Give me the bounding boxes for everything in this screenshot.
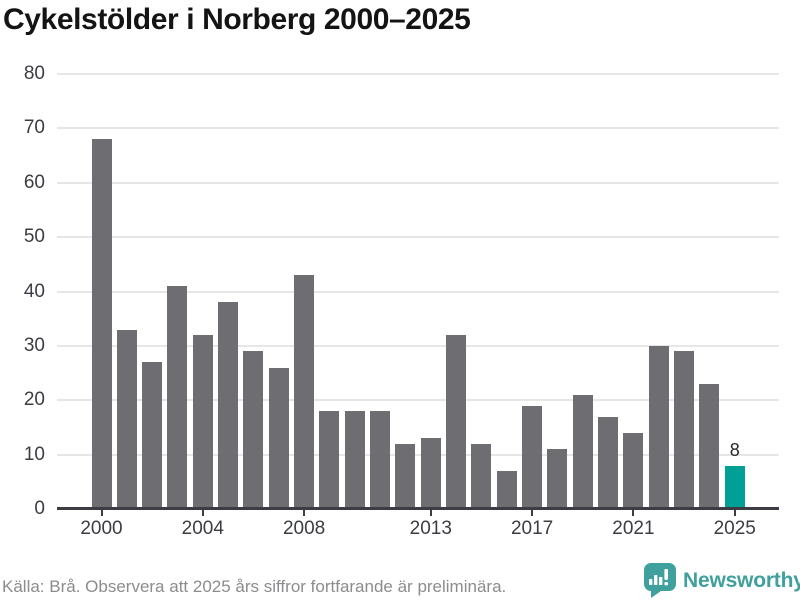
x-axis-line	[57, 507, 779, 510]
x-tick-2021	[632, 510, 635, 516]
x-tick-2013	[429, 510, 432, 516]
bar-2011	[370, 411, 391, 509]
bar-2002	[142, 362, 163, 509]
gridline-70	[57, 127, 779, 130]
source-note: Källa: Brå. Observera att 2025 års siffr…	[2, 577, 507, 596]
gridline-50	[57, 236, 779, 239]
bar-2023	[674, 351, 695, 509]
bar-2025	[724, 465, 745, 509]
y-tick-label-20: 20	[23, 389, 45, 411]
gridline-40	[57, 290, 779, 293]
x-tick-label-2004: 2004	[181, 518, 224, 539]
bar-2021	[623, 432, 644, 509]
bar-value-label-2025: 8	[729, 439, 740, 460]
x-tick-label-2008: 2008	[282, 518, 326, 539]
gridline-20	[57, 399, 779, 402]
bar-2018	[547, 449, 568, 509]
newsworthy-logo-icon	[644, 563, 676, 598]
newsworthy-logo: Newsworthy	[643, 563, 800, 598]
bar-2001	[116, 329, 137, 509]
bar-2005	[218, 302, 239, 509]
bar-2000	[91, 139, 112, 509]
x-tick-label-2021: 2021	[612, 518, 655, 539]
bar-2016	[496, 470, 517, 509]
bar-2014	[446, 335, 467, 509]
x-tick-2000	[100, 510, 103, 516]
plot-area	[57, 73, 779, 509]
gridline-60	[57, 181, 779, 184]
y-tick-label-60: 60	[23, 171, 45, 193]
x-tick-2017	[531, 510, 534, 516]
y-tick-label-0: 0	[34, 498, 45, 519]
bar-2013	[420, 438, 441, 509]
bar-2008	[294, 275, 315, 509]
x-tick-2004	[201, 510, 204, 516]
x-tick-label-2025: 2025	[713, 518, 756, 539]
bar-2024	[699, 383, 720, 509]
bar-2006	[243, 351, 264, 509]
y-tick-label-50: 50	[23, 226, 45, 248]
x-tick-label-2013: 2013	[409, 518, 452, 539]
y-tick-label-30: 30	[23, 334, 45, 356]
bar-2009	[319, 411, 340, 509]
x-tick-2008	[303, 510, 306, 516]
bar-2012	[395, 443, 416, 509]
x-tick-label-2000: 2000	[80, 518, 123, 539]
bar-2007	[268, 367, 289, 509]
y-tick-label-70: 70	[23, 117, 45, 139]
y-tick-label-10: 10	[23, 443, 45, 465]
x-tick-2025	[733, 510, 736, 516]
newsworthy-logo-text: Newsworthy	[683, 569, 800, 592]
x-tick-label-2017: 2017	[510, 518, 554, 539]
bar-2003	[167, 286, 188, 509]
bar-2019	[572, 394, 593, 509]
y-tick-label-80: 80	[23, 63, 45, 84]
bar-2015	[471, 443, 492, 509]
gridline-10	[57, 453, 779, 456]
bar-2004	[192, 335, 213, 509]
chart-title: Cykelstölder i Norberg 2000–2025	[3, 3, 471, 36]
bar-2020	[598, 416, 619, 509]
bar-2017	[522, 405, 543, 509]
gridline-30	[57, 344, 779, 347]
gridline-80	[57, 73, 779, 75]
bar-2022	[648, 345, 669, 509]
y-tick-label-40: 40	[23, 280, 45, 302]
bar-2010	[344, 411, 365, 509]
